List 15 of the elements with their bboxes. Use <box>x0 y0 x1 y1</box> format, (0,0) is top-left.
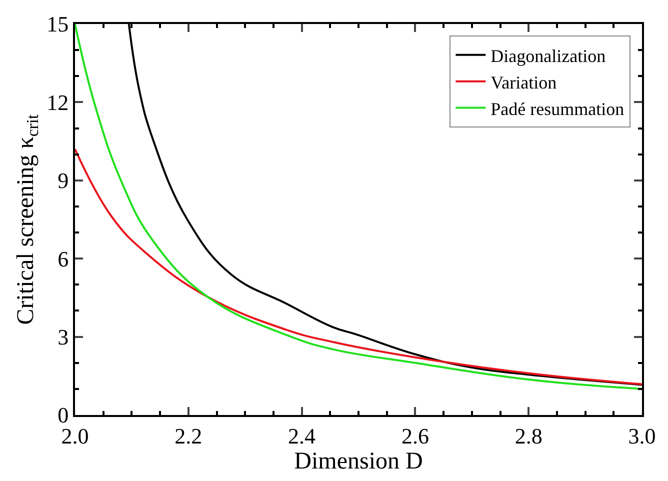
x-tick-label: 2.8 <box>514 423 542 448</box>
y-tick-label: 15 <box>46 12 69 37</box>
y-tick-label: 12 <box>46 90 69 115</box>
x-tick-label: 2.6 <box>401 423 429 448</box>
legend-label: Padé resummation <box>490 98 624 119</box>
y-tick-label: 3 <box>58 324 69 350</box>
legend-label: Variation <box>490 72 557 92</box>
x-axis-title: Dimension D <box>294 448 423 474</box>
y-tick-label: 6 <box>58 246 69 272</box>
x-tick-label: 3.0 <box>628 423 656 448</box>
line-series <box>75 148 642 386</box>
x-tick-label: 2.2 <box>174 423 202 448</box>
y-tick-label: 9 <box>58 168 69 194</box>
x-tick-label: 2.4 <box>288 423 316 448</box>
legend-label: Diagonalization <box>490 46 606 66</box>
